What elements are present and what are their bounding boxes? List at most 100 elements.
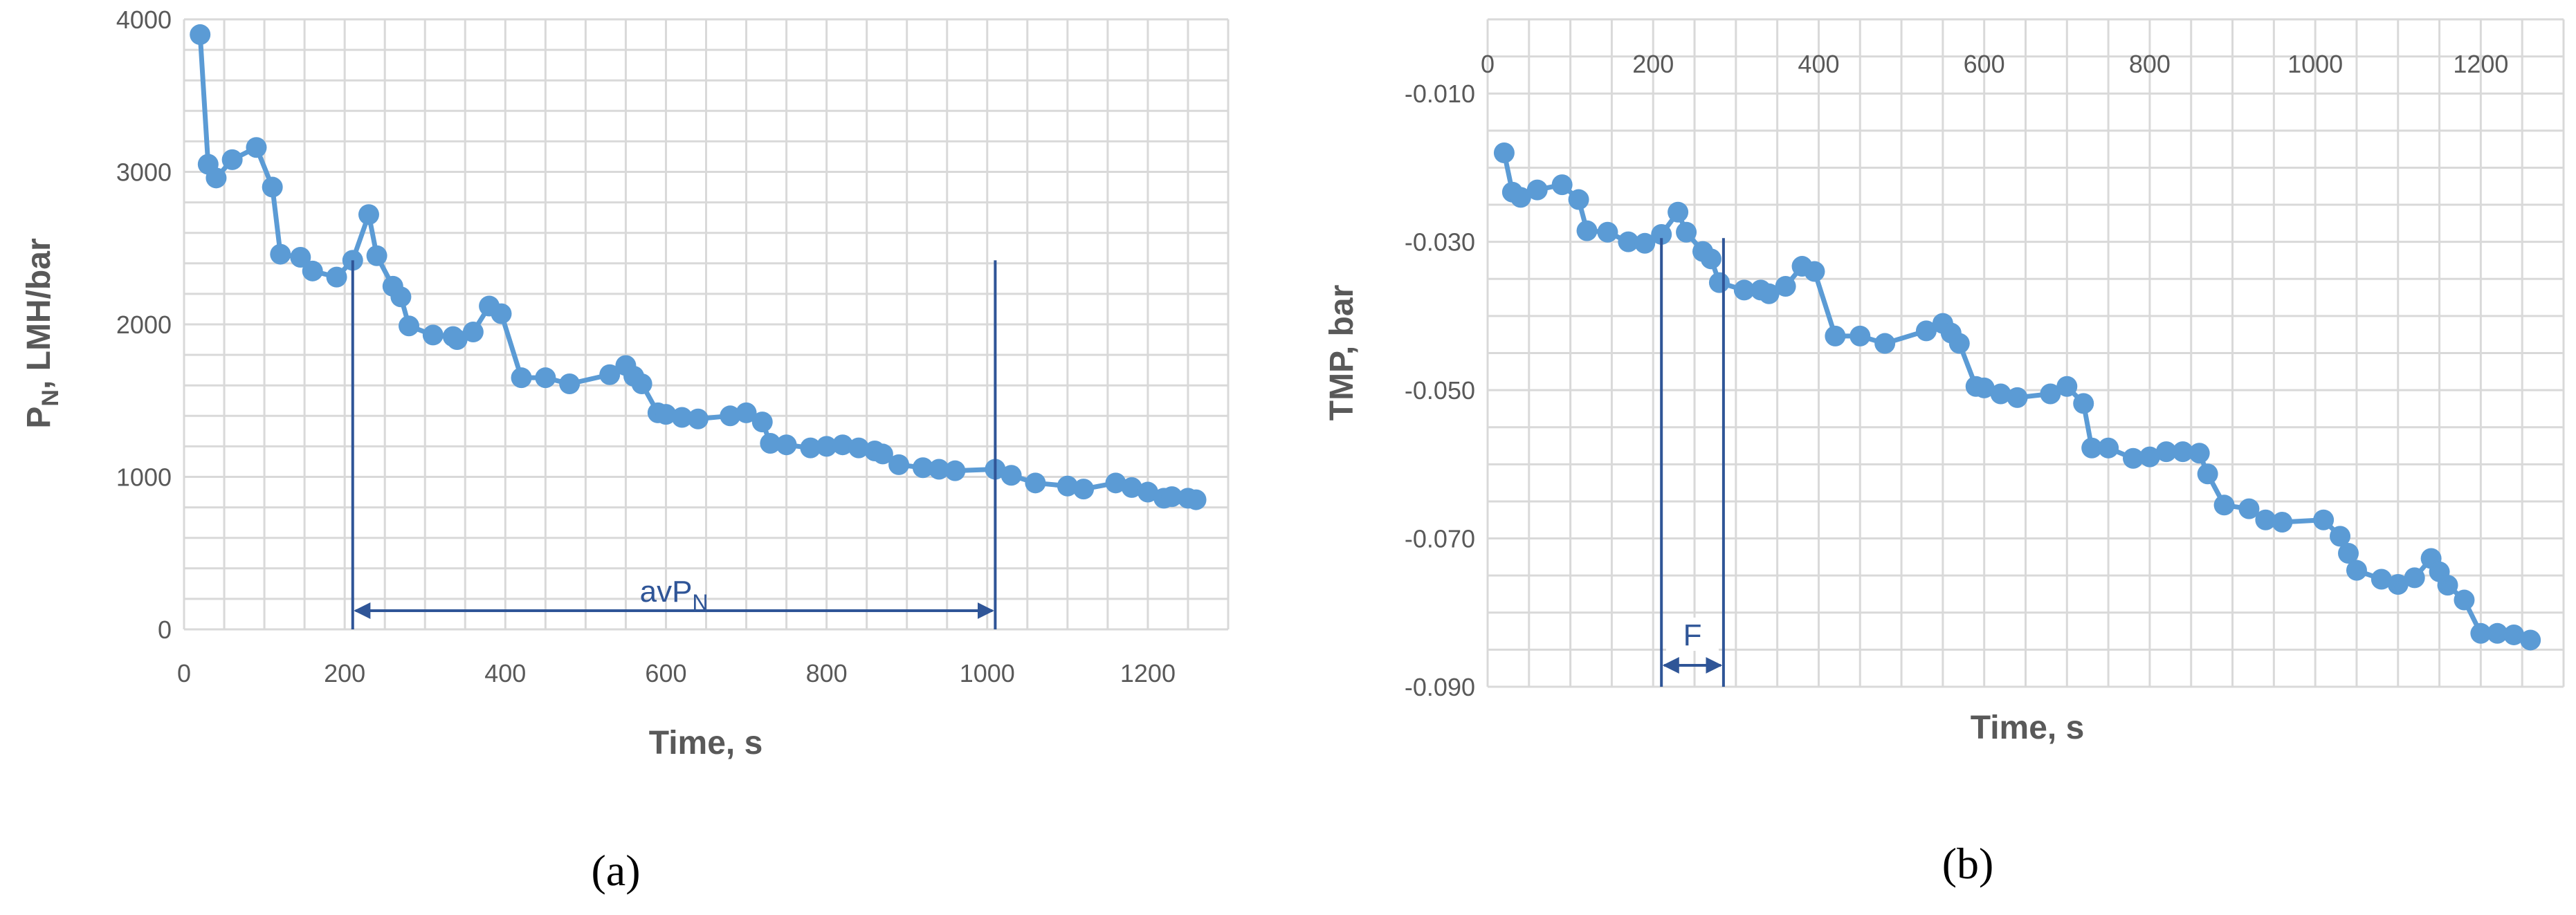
data-point [816, 436, 837, 457]
data-point [1001, 465, 1022, 486]
chart-a-y-axis-title: PN, LMH/bar [21, 238, 64, 428]
x-tick-label: 800 [2129, 50, 2171, 78]
data-point [1025, 472, 1046, 494]
data-point [535, 367, 556, 389]
data-point [1708, 272, 1730, 293]
panel-label-b: (b) [1942, 839, 1994, 888]
data-point [1510, 187, 1531, 208]
data-point [290, 246, 311, 268]
panel-label-a: (a) [591, 846, 640, 895]
chart-b-series [1493, 142, 2541, 651]
y-tick-label: -0.070 [1405, 525, 1475, 553]
data-point [671, 407, 693, 428]
x-tick-label: 1200 [1120, 659, 1176, 687]
data-point [1915, 320, 1937, 342]
data-point [511, 367, 532, 389]
data-point [2139, 446, 2160, 468]
data-point [599, 364, 621, 385]
y-tick-label: -0.010 [1405, 80, 1475, 108]
x-tick-label: 200 [324, 659, 365, 687]
data-point [1973, 377, 1995, 398]
chart-b: 0 200 400 600 800 1000 1200 -0.010 -0.030 -0.050 -… [1324, 18, 2565, 888]
x-tick-label: 400 [1798, 50, 1839, 78]
data-point [888, 454, 910, 475]
data-point [1668, 201, 1689, 223]
data-point [390, 286, 412, 308]
data-point [2238, 498, 2260, 519]
data-point [2503, 624, 2525, 645]
data-point [2098, 437, 2119, 459]
data-point [326, 266, 347, 288]
data-point [1137, 481, 1158, 503]
data-point [1758, 283, 1780, 304]
y-tick-label: 0 [158, 616, 172, 644]
data-point [2081, 437, 2103, 459]
chart-a-series [190, 24, 1207, 510]
data-point [848, 437, 870, 459]
data-point [262, 176, 283, 198]
data-point [2470, 622, 2492, 644]
data-point [2520, 629, 2541, 651]
chart-b-annotation: F [1660, 238, 1725, 687]
data-point [559, 373, 581, 394]
data-point [1733, 279, 1755, 301]
data-point [1161, 486, 1182, 508]
x-tick-label: 200 [1632, 50, 1674, 78]
data-point [2189, 443, 2210, 464]
data-point [1526, 179, 1548, 201]
data-point [631, 373, 652, 394]
data-point [1073, 479, 1095, 500]
data-point [302, 260, 323, 281]
data-point [1568, 189, 1589, 210]
data-point [1551, 174, 1573, 196]
data-point [1775, 276, 1796, 297]
data-point [1700, 248, 1721, 270]
data-point [2338, 543, 2359, 564]
data-point [736, 402, 757, 423]
x-tick-label: 800 [806, 659, 848, 687]
chart-b-x-axis-title: Time, s [1971, 710, 2085, 746]
y-tick-label: -0.030 [1405, 228, 1475, 257]
data-point [270, 243, 291, 265]
x-tick-label: 600 [645, 659, 686, 687]
data-point [446, 329, 468, 351]
annotation-label: avPN [640, 575, 709, 615]
y-tick-label: 1000 [116, 463, 172, 492]
data-point [246, 137, 267, 158]
data-point [358, 204, 379, 225]
data-point [1618, 231, 1639, 252]
data-point [190, 24, 211, 46]
data-point [2073, 393, 2094, 414]
x-tick-label: 1000 [960, 659, 1015, 687]
data-point [687, 408, 709, 429]
data-point [751, 412, 773, 433]
data-point [2272, 511, 2293, 533]
data-point [2213, 495, 2235, 516]
x-tick-label: 0 [1481, 50, 1495, 78]
data-point [1185, 489, 1207, 510]
data-point [1804, 261, 1825, 282]
data-point [832, 434, 853, 456]
chart-a-tick-labels: 0 200 400 600 800 1000 1200 0 1000 2000 3000 4000 [116, 6, 1176, 687]
data-point [1493, 142, 1515, 163]
data-point [462, 322, 484, 343]
x-tick-label: 1200 [2453, 50, 2508, 78]
data-point [1634, 232, 1656, 254]
data-point [2172, 441, 2193, 463]
data-point [2007, 387, 2028, 408]
data-point [944, 460, 966, 481]
data-point [1057, 475, 1078, 497]
chart-a-x-axis-title: Time, s [649, 725, 763, 761]
data-point [2197, 463, 2218, 485]
x-tick-label: 1000 [2287, 50, 2343, 78]
data-point [1597, 221, 1618, 243]
data-point [2404, 567, 2425, 589]
data-point [2123, 447, 2144, 469]
y-tick-label: -0.050 [1405, 376, 1475, 405]
annotation-label-background [1666, 618, 1719, 651]
data-point [221, 149, 243, 170]
data-point [2387, 574, 2409, 595]
y-tick-label: 2000 [116, 311, 172, 339]
data-point [720, 405, 741, 427]
data-point [1576, 220, 1598, 241]
